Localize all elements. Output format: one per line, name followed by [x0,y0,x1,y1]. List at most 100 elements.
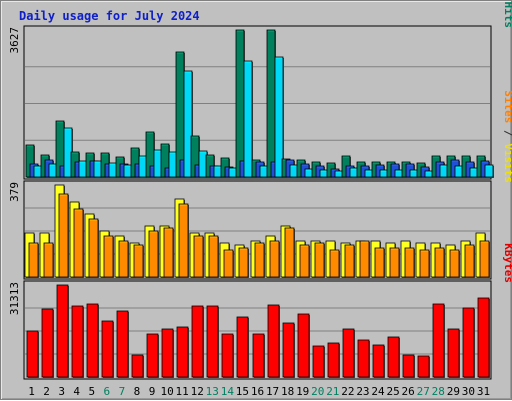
visits-panel-sites-bar-14 [223,249,234,278]
x-tick-label-19: 19 [296,385,309,398]
x-tick-label-4: 4 [73,385,80,398]
kbytes-panel-kbytes-bar-28 [432,303,445,378]
x-tick-label-26: 26 [402,385,415,398]
kbytes-panel-kbytes-bar-19 [297,313,310,378]
visits-panel-sites-bar-9 [148,230,159,278]
x-tick-label-8: 8 [134,385,141,398]
visits-panel-sites-bar-2 [43,242,54,278]
visits-panel-sites-bar-6 [103,235,114,278]
kbytes-panel-kbytes-bar-23 [357,339,370,378]
visits-panel-sites-bar-8 [133,244,144,278]
hits-panel-pages-bar-17 [274,56,284,178]
kbytes-panel-kbytes-bar-20 [312,345,325,378]
x-tick-label-20: 20 [311,385,324,398]
x-tick-label-16: 16 [251,385,264,398]
x-tick-label-25: 25 [386,385,399,398]
x-tick-label-15: 15 [236,385,249,398]
x-tick-label-13: 13 [206,385,219,398]
kbytes-panel-kbytes-bar-31 [477,297,490,378]
kbytes-panel-kbytes-bar-21 [327,342,340,378]
kbytes-panel-kbytes-bar-1 [26,330,39,378]
visits-panel-sites-bar-17 [269,240,280,278]
kbytes-panel-kbytes-bar-6 [101,320,114,378]
visits-panel-sites-bar-29 [449,249,460,278]
visits-panel-side-label-part-0: Sites [502,90,512,123]
hits-panel-hits-bar-17 [266,29,276,178]
x-tick-label-10: 10 [160,385,173,398]
visits-panel-sites-bar-19 [299,244,310,278]
kbytes-panel-kbytes-bar-17 [267,304,280,378]
kbytes-panel-kbytes-bar-13 [206,305,219,378]
x-tick-label-30: 30 [462,385,475,398]
visits-panel-sites-bar-4 [73,208,84,278]
visits-panel-sites-bar-28 [434,247,445,278]
visits-panel-side-label-part-1: / [502,123,512,143]
kbytes-panel-kbytes-bar-11 [176,326,189,378]
kbytes-panel-kbytes-bar-24 [372,344,385,378]
visits-panel-sites-bar-31 [479,240,490,278]
x-tick-label-17: 17 [266,385,279,398]
visits-panel-max-label: 379 [8,182,21,202]
x-tick-label-28: 28 [432,385,445,398]
visits-panel-sites-bar-11 [178,203,189,278]
x-tick-label-1: 1 [28,385,35,398]
hits-panel-side-label-part-3: / [502,1,512,2]
x-tick-label-18: 18 [281,385,294,398]
x-tick-label-6: 6 [104,385,111,398]
x-tick-label-5: 5 [88,385,95,398]
hits-panel-side-label-part-4: Hits [502,2,512,29]
visits-panel-sites-bar-7 [118,240,129,278]
kbytes-panel-kbytes-bar-9 [146,333,159,378]
kbytes-panel-kbytes-bar-7 [116,310,129,378]
kbytes-panel-side-label-part-0: KBytes [502,243,512,283]
visits-panel-side-label-part-2: Visits [502,143,512,183]
x-tick-label-22: 22 [341,385,354,398]
kbytes-panel-kbytes-bar-14 [221,333,234,378]
kbytes-panel-kbytes-bar-8 [131,354,144,378]
x-tick-label-12: 12 [191,385,204,398]
visits-panel-sites-bar-18 [284,227,295,278]
kbytes-panel-kbytes-bar-4 [71,305,84,378]
kbytes-panel-max-label: 31313 [8,282,21,315]
visits-panel-sites-bar-26 [404,247,415,278]
x-tick-label-7: 7 [119,385,126,398]
kbytes-panel-kbytes-bar-16 [252,333,265,378]
visits-panel-side-label: Sites / Visits [502,90,512,183]
visits-panel-sites-bar-20 [314,242,325,278]
visits-panel-sites-bar-21 [329,249,340,278]
visits-panel-sites-bar-13 [208,235,219,278]
kbytes-panel-kbytes-bar-18 [282,322,295,378]
visits-panel-sites-bar-15 [238,247,249,278]
kbytes-panel-kbytes-bar-29 [447,328,460,378]
x-tick-label-21: 21 [326,385,339,398]
hits-panel-max-label: 3627 [8,27,21,54]
kbytes-panel-kbytes-bar-15 [236,316,249,378]
kbytes-panel-kbytes-bar-5 [86,303,99,378]
visits-panel-sites-bar-12 [193,235,204,278]
visits-panel-sites-bar-16 [254,242,265,278]
kbytes-panel-kbytes-bar-27 [417,355,430,378]
chart-title: Daily usage for July 2024 [19,9,200,23]
x-tick-label-27: 27 [417,385,430,398]
x-tick-label-3: 3 [58,385,65,398]
visits-panel-sites-bar-30 [464,244,475,278]
hits-panel-pages-bar-31 [484,164,494,178]
visits-panel-sites-bar-22 [344,244,355,278]
x-tick-label-31: 31 [477,385,490,398]
x-tick-label-2: 2 [43,385,50,398]
x-tick-label-24: 24 [371,385,385,398]
hits-panel-pages-bar-15 [243,60,253,178]
visits-panel-sites-bar-25 [389,247,400,278]
visits-panel-sites-bar-27 [419,249,430,278]
hits-panel-side-label: Pages / Files / Hits [502,1,512,28]
visits-panel-sites-bar-24 [374,247,385,278]
visits-panel-sites-bar-23 [359,240,370,278]
x-tick-label-11: 11 [176,385,189,398]
hits-panel-hits-bar-15 [235,29,245,178]
x-tick-label-23: 23 [356,385,369,398]
kbytes-panel-kbytes-bar-2 [41,308,54,378]
kbytes-panel-kbytes-bar-12 [191,305,204,378]
x-tick-label-14: 14 [221,385,235,398]
